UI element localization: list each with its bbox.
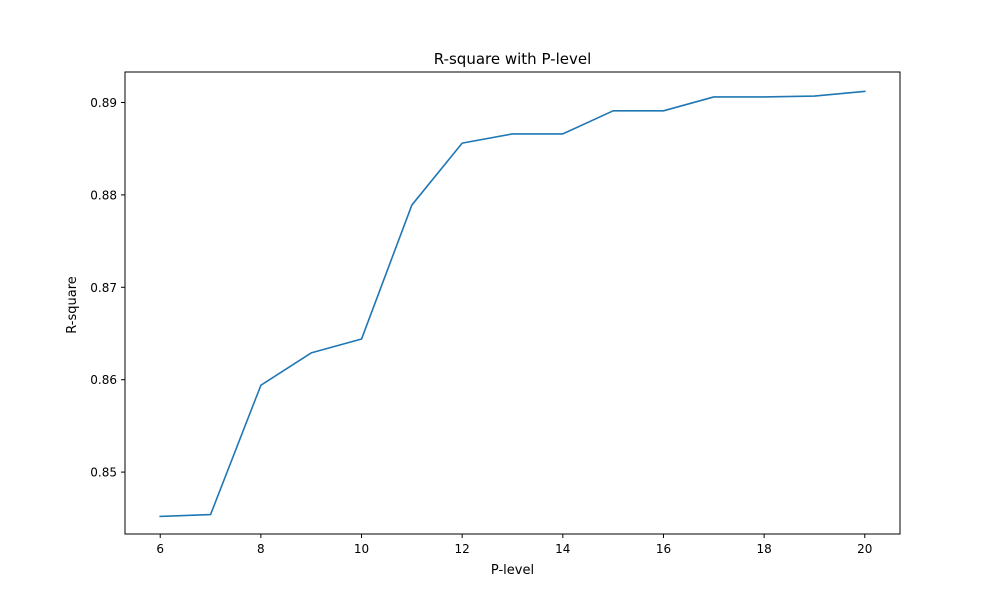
x-tick-label: 16 bbox=[656, 542, 671, 556]
series-line bbox=[159, 90, 866, 518]
y-tick-label: 0.86 bbox=[90, 373, 117, 387]
series-layer bbox=[159, 90, 866, 518]
y-tick-label: 0.85 bbox=[90, 466, 117, 480]
x-tick-label: 18 bbox=[756, 542, 771, 556]
x-tick-label: 10 bbox=[354, 542, 369, 556]
y-tick-label: 0.89 bbox=[90, 96, 117, 110]
y-tick-label: 0.87 bbox=[90, 281, 117, 295]
x-tick-label: 6 bbox=[156, 542, 164, 556]
chart-title: R-square with P-level bbox=[434, 50, 592, 68]
plot-frame bbox=[124, 71, 901, 535]
x-tick-label: 8 bbox=[257, 542, 265, 556]
x-tick-label: 14 bbox=[555, 542, 570, 556]
x-tick-label: 12 bbox=[455, 542, 470, 556]
x-tick-label: 20 bbox=[857, 542, 872, 556]
x-axis-label: P-level bbox=[491, 563, 534, 578]
y-tick-label: 0.88 bbox=[90, 188, 117, 202]
y-axis-label: R-square bbox=[65, 276, 80, 333]
y-axis-ticks: 0.85 0.86 0.87 0.88 0.89 bbox=[90, 96, 125, 480]
x-axis-ticks: 6 8 10 12 14 16 18 20 bbox=[156, 534, 872, 556]
